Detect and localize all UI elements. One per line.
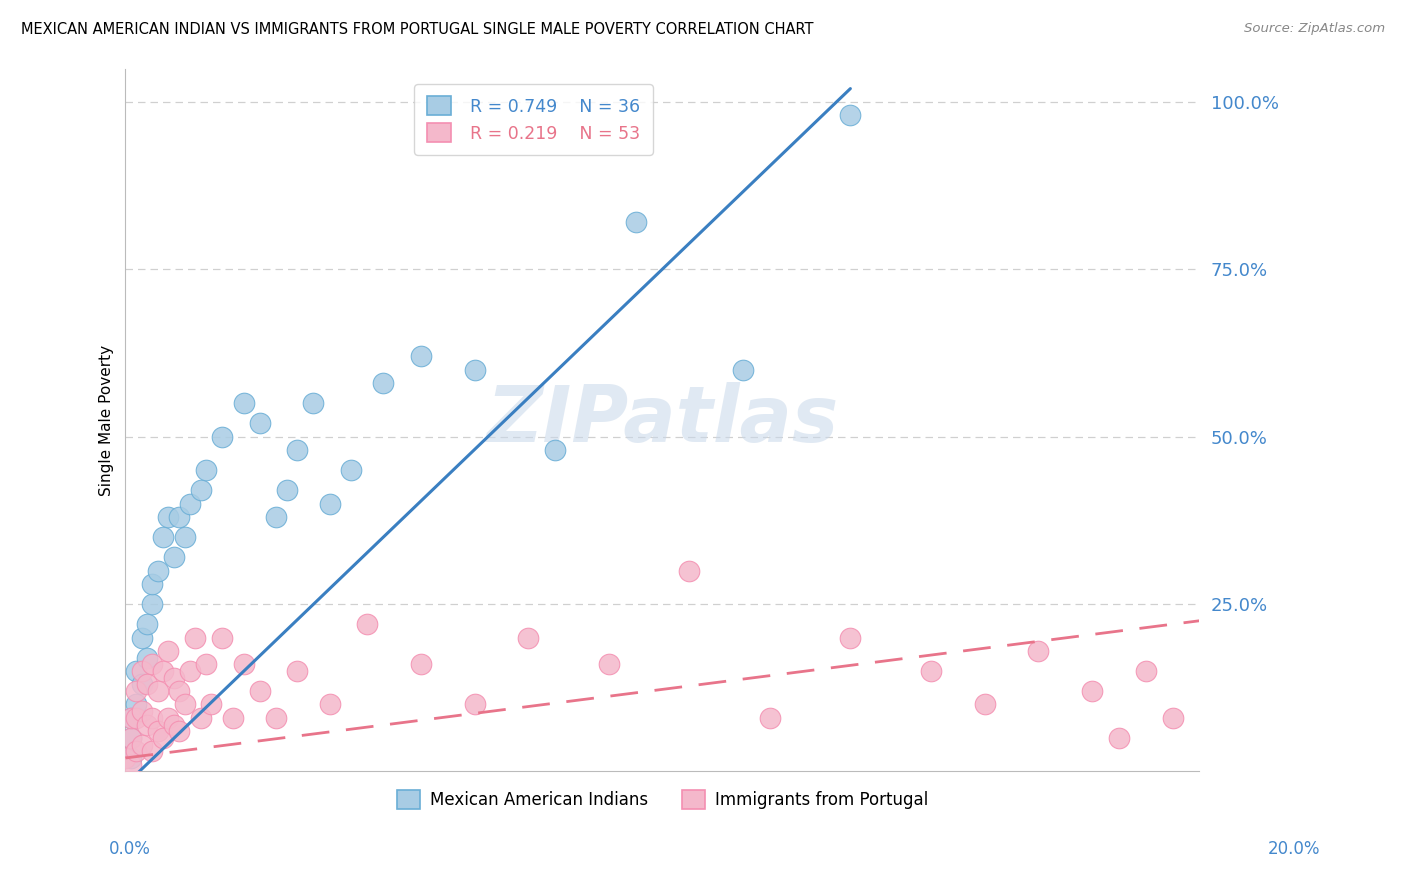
Point	[318, 698, 340, 712]
Point	[276, 483, 298, 498]
Point	[302, 396, 325, 410]
Point	[190, 483, 212, 498]
Point	[463, 698, 485, 712]
Point	[131, 677, 153, 691]
Point	[179, 664, 201, 678]
Point	[167, 510, 190, 524]
Point	[285, 443, 308, 458]
Point	[973, 698, 995, 712]
Text: 20.0%: 20.0%	[1267, 840, 1320, 858]
Point	[211, 631, 233, 645]
Point	[598, 657, 620, 672]
Point	[141, 577, 163, 591]
Point	[141, 657, 163, 672]
Point	[373, 376, 395, 391]
Point	[141, 744, 163, 758]
Point	[517, 631, 540, 645]
Point	[157, 644, 180, 658]
Point	[1108, 731, 1130, 745]
Point	[184, 631, 207, 645]
Point	[340, 463, 363, 477]
Point	[200, 698, 222, 712]
Point	[232, 396, 254, 410]
Point	[624, 215, 647, 229]
Text: ZIPatlas: ZIPatlas	[486, 382, 838, 458]
Point	[1081, 684, 1104, 698]
Point	[285, 664, 308, 678]
Point	[409, 350, 432, 364]
Point	[131, 664, 153, 678]
Point	[195, 463, 218, 477]
Point	[163, 550, 186, 565]
Point	[120, 711, 142, 725]
Point	[544, 443, 567, 458]
Point	[125, 711, 148, 725]
Point	[114, 751, 136, 765]
Point	[249, 684, 271, 698]
Point	[759, 711, 782, 725]
Point	[136, 617, 159, 632]
Point	[264, 510, 287, 524]
Point	[409, 657, 432, 672]
Point	[125, 684, 148, 698]
Point	[167, 684, 190, 698]
Point	[173, 530, 195, 544]
Point	[731, 363, 754, 377]
Point	[173, 698, 195, 712]
Point	[195, 657, 218, 672]
Point	[249, 417, 271, 431]
Point	[678, 564, 700, 578]
Point	[141, 711, 163, 725]
Point	[131, 631, 153, 645]
Point	[146, 724, 169, 739]
Point	[920, 664, 942, 678]
Text: 0.0%: 0.0%	[108, 840, 150, 858]
Point	[163, 717, 186, 731]
Point	[125, 698, 148, 712]
Point	[152, 664, 174, 678]
Point	[146, 564, 169, 578]
Legend: Mexican American Indians, Immigrants from Portugal: Mexican American Indians, Immigrants fro…	[389, 784, 935, 816]
Text: MEXICAN AMERICAN INDIAN VS IMMIGRANTS FROM PORTUGAL SINGLE MALE POVERTY CORRELAT: MEXICAN AMERICAN INDIAN VS IMMIGRANTS FR…	[21, 22, 814, 37]
Point	[120, 757, 142, 772]
Point	[264, 711, 287, 725]
Point	[1161, 711, 1184, 725]
Point	[152, 530, 174, 544]
Point	[146, 684, 169, 698]
Point	[120, 711, 142, 725]
Point	[163, 671, 186, 685]
Point	[125, 664, 148, 678]
Y-axis label: Single Male Poverty: Single Male Poverty	[100, 344, 114, 496]
Point	[1026, 644, 1049, 658]
Text: Source: ZipAtlas.com: Source: ZipAtlas.com	[1244, 22, 1385, 36]
Point	[211, 430, 233, 444]
Point	[232, 657, 254, 672]
Point	[125, 744, 148, 758]
Point	[1135, 664, 1157, 678]
Point	[179, 497, 201, 511]
Point	[120, 751, 142, 765]
Point	[141, 597, 163, 611]
Point	[167, 724, 190, 739]
Point	[222, 711, 245, 725]
Point	[463, 363, 485, 377]
Point	[356, 617, 378, 632]
Point	[131, 738, 153, 752]
Point	[136, 717, 159, 731]
Point	[839, 631, 862, 645]
Point	[120, 731, 142, 745]
Point	[136, 677, 159, 691]
Point	[120, 731, 142, 745]
Point	[839, 108, 862, 122]
Point	[131, 704, 153, 718]
Point	[136, 650, 159, 665]
Point	[157, 711, 180, 725]
Point	[190, 711, 212, 725]
Point	[152, 731, 174, 745]
Point	[157, 510, 180, 524]
Point	[318, 497, 340, 511]
